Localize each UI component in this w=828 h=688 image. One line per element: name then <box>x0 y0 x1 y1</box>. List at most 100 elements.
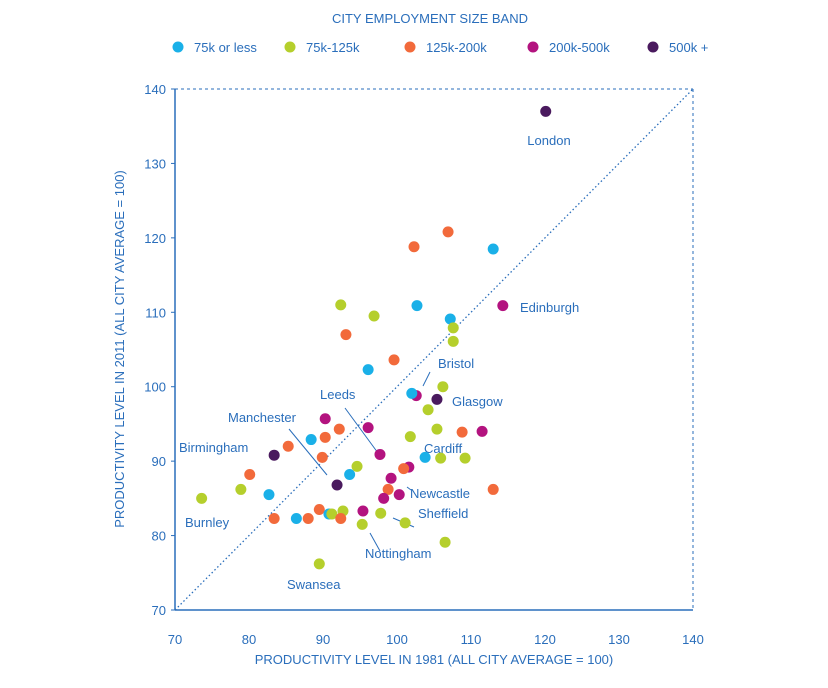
y-axis-title: PRODUCTIVITY LEVEL IN 2011 (ALL CITY AVE… <box>112 170 127 528</box>
data-point <box>335 299 347 311</box>
data-point <box>356 518 368 530</box>
data-point <box>411 300 423 312</box>
data-point <box>419 451 431 463</box>
legend-marker <box>527 41 539 53</box>
data-point <box>282 440 294 452</box>
data-point <box>335 512 347 524</box>
data-point <box>431 393 443 405</box>
city-label: Edinburgh <box>520 300 579 315</box>
data-point <box>263 489 275 501</box>
data-point <box>540 105 552 117</box>
y-tick-label: 130 <box>144 156 166 171</box>
data-point <box>235 483 247 495</box>
data-point <box>487 243 499 255</box>
data-point <box>388 354 400 366</box>
data-point <box>319 431 331 443</box>
leader-line <box>369 532 381 552</box>
y-tick-label: 140 <box>144 82 166 97</box>
data-point <box>497 300 509 312</box>
data-point <box>437 381 449 393</box>
data-point <box>408 241 420 253</box>
data-point <box>447 322 459 334</box>
axes: 70 80 90 100 110 120 130 140 70 80 90 100 110 120 130 1… <box>144 82 704 647</box>
legend-marker <box>404 41 416 53</box>
data-point <box>340 329 352 341</box>
city-label: Burnley <box>185 515 230 530</box>
data-point <box>422 404 434 416</box>
data-point <box>378 492 390 504</box>
data-point <box>313 504 325 516</box>
x-tick-label: 130 <box>608 632 630 647</box>
city-label: Leeds <box>320 387 356 402</box>
city-label: London <box>527 133 570 148</box>
data-point <box>290 512 302 524</box>
city-label: Swansea <box>287 577 341 592</box>
x-tick-label: 110 <box>461 632 482 647</box>
data-point <box>305 434 317 446</box>
data-point <box>244 469 256 481</box>
legend-label: 125k-200k <box>426 40 487 55</box>
data-point <box>456 426 468 438</box>
city-label: Bristol <box>438 356 474 371</box>
x-tick-label: 140 <box>682 632 704 647</box>
city-labels: London Edinburgh Bristol Glasgow Leeds Manche… <box>179 133 579 592</box>
x-tick-label: 80 <box>242 632 256 647</box>
x-axis-title: PRODUCTIVITY LEVEL IN 1981 (ALL CITY AVE… <box>255 652 614 667</box>
data-point <box>406 387 418 399</box>
data-point <box>439 536 451 548</box>
leader-line <box>406 486 412 491</box>
legend-label: 75k-125k <box>306 40 360 55</box>
y-tick-label: 100 <box>144 380 166 395</box>
data-point <box>399 517 411 529</box>
data-point <box>268 449 280 461</box>
data-point <box>442 226 454 238</box>
city-label: Nottingham <box>365 546 431 561</box>
city-label: Sheffield <box>418 506 468 521</box>
reference-line <box>174 88 694 611</box>
data-point <box>357 505 369 517</box>
data-point <box>302 512 314 524</box>
data-point <box>435 452 447 464</box>
data-point <box>316 451 328 463</box>
legend-label: 500k + <box>669 40 708 55</box>
data-point <box>333 423 345 435</box>
data-point <box>393 489 405 501</box>
x-tick-label: 120 <box>534 632 556 647</box>
data-point <box>382 483 394 495</box>
data-point <box>344 469 356 481</box>
legend-title: CITY EMPLOYMENT SIZE BAND <box>332 11 528 26</box>
data-point <box>476 425 488 437</box>
data-point <box>459 452 471 464</box>
data-point <box>351 460 363 472</box>
x-tick-label: 90 <box>316 632 330 647</box>
y-tick-label: 120 <box>144 231 166 246</box>
legend-marker <box>647 41 659 53</box>
leader-line <box>288 428 328 476</box>
leader-line <box>344 407 379 454</box>
legend-marker <box>284 41 296 53</box>
city-label: Cardiff <box>424 441 462 456</box>
data-point <box>487 483 499 495</box>
data-point <box>374 448 386 460</box>
y-tick-label: 80 <box>152 529 166 544</box>
data-point <box>326 508 338 520</box>
data-point <box>331 479 343 491</box>
city-label: Glasgow <box>452 394 503 409</box>
legend: 75k or less 75k-125k 125k-200k 200k-500k 500… <box>172 40 708 55</box>
y-tick-label: 110 <box>145 305 166 320</box>
data-point <box>398 463 410 475</box>
data-point <box>444 313 456 325</box>
data-point <box>319 413 331 425</box>
data-point <box>313 558 325 570</box>
legend-label: 200k-500k <box>549 40 610 55</box>
data-point <box>368 310 380 322</box>
data-point <box>431 423 443 435</box>
data-point <box>196 492 208 504</box>
city-label: Manchester <box>228 410 297 425</box>
data-points <box>196 105 552 570</box>
x-tick-label: 70 <box>168 632 182 647</box>
data-point <box>385 472 397 484</box>
data-point <box>268 512 280 524</box>
y-tick-label: 90 <box>152 454 166 469</box>
